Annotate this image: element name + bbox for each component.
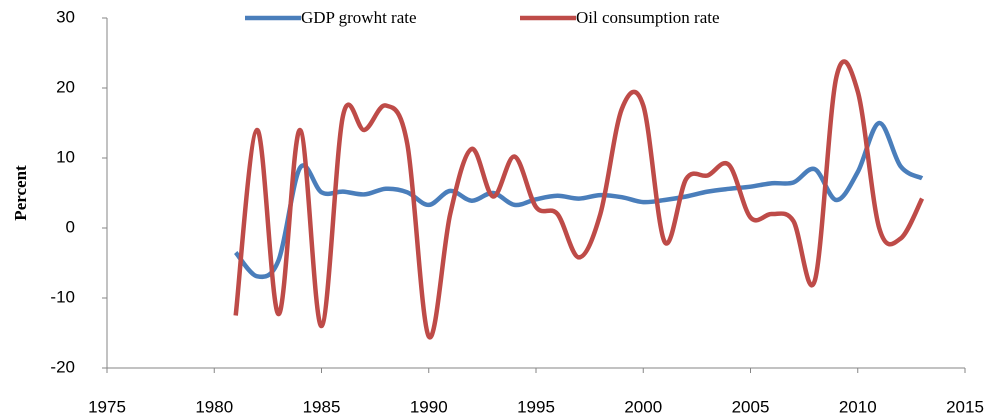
x-tick-label: 2010 <box>839 397 877 416</box>
x-tick-label: 2015 <box>946 397 984 416</box>
y-tick-label: 30 <box>56 7 75 26</box>
x-tick-label: 1975 <box>88 397 126 416</box>
legend-label: Oil consumption rate <box>576 8 720 27</box>
x-tick-label: 2000 <box>624 397 662 416</box>
x-tick-label: 2005 <box>732 397 770 416</box>
y-tick-label: 20 <box>56 77 75 96</box>
chart: Percent -20 -10 0 10 20 30 1975 1980 1985 1990 199… <box>0 0 992 419</box>
y-tick-label: -20 <box>50 357 75 376</box>
y-tick-label: 0 <box>66 217 75 236</box>
legend-label: GDP growht rate <box>301 8 417 27</box>
x-tick-label: 1985 <box>303 397 341 416</box>
y-axis-label: Percent <box>11 165 30 221</box>
y-tick-label: 10 <box>56 147 75 166</box>
y-tick-label: -10 <box>50 287 75 306</box>
x-tick-label: 1980 <box>195 397 233 416</box>
x-tick-label: 1990 <box>410 397 448 416</box>
x-tick-label: 1995 <box>517 397 555 416</box>
